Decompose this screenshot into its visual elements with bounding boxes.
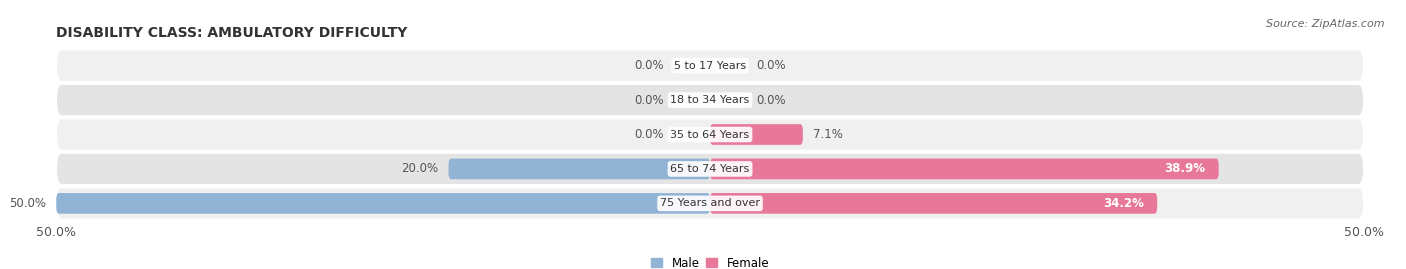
FancyBboxPatch shape (710, 159, 1219, 179)
Text: 20.0%: 20.0% (401, 162, 439, 175)
FancyBboxPatch shape (56, 187, 1364, 220)
FancyBboxPatch shape (56, 153, 1364, 185)
Text: 0.0%: 0.0% (634, 59, 664, 72)
Text: 65 to 74 Years: 65 to 74 Years (671, 164, 749, 174)
Text: 0.0%: 0.0% (756, 94, 786, 107)
Text: 75 Years and over: 75 Years and over (659, 198, 761, 208)
Text: 5 to 17 Years: 5 to 17 Years (673, 61, 747, 71)
FancyBboxPatch shape (710, 193, 1157, 214)
Text: Source: ZipAtlas.com: Source: ZipAtlas.com (1267, 19, 1385, 29)
Text: 34.2%: 34.2% (1104, 197, 1144, 210)
Text: 35 to 64 Years: 35 to 64 Years (671, 129, 749, 140)
Text: 38.9%: 38.9% (1164, 162, 1205, 175)
FancyBboxPatch shape (56, 49, 1364, 82)
Text: 0.0%: 0.0% (756, 59, 786, 72)
Text: 0.0%: 0.0% (634, 94, 664, 107)
Text: 18 to 34 Years: 18 to 34 Years (671, 95, 749, 105)
Text: 50.0%: 50.0% (8, 197, 46, 210)
FancyBboxPatch shape (56, 84, 1364, 116)
Text: 7.1%: 7.1% (813, 128, 844, 141)
Text: DISABILITY CLASS: AMBULATORY DIFFICULTY: DISABILITY CLASS: AMBULATORY DIFFICULTY (56, 26, 408, 40)
Text: 0.0%: 0.0% (634, 128, 664, 141)
FancyBboxPatch shape (56, 193, 710, 214)
Legend: Male, Female: Male, Female (651, 257, 769, 269)
FancyBboxPatch shape (710, 124, 803, 145)
FancyBboxPatch shape (56, 118, 1364, 151)
FancyBboxPatch shape (449, 159, 710, 179)
